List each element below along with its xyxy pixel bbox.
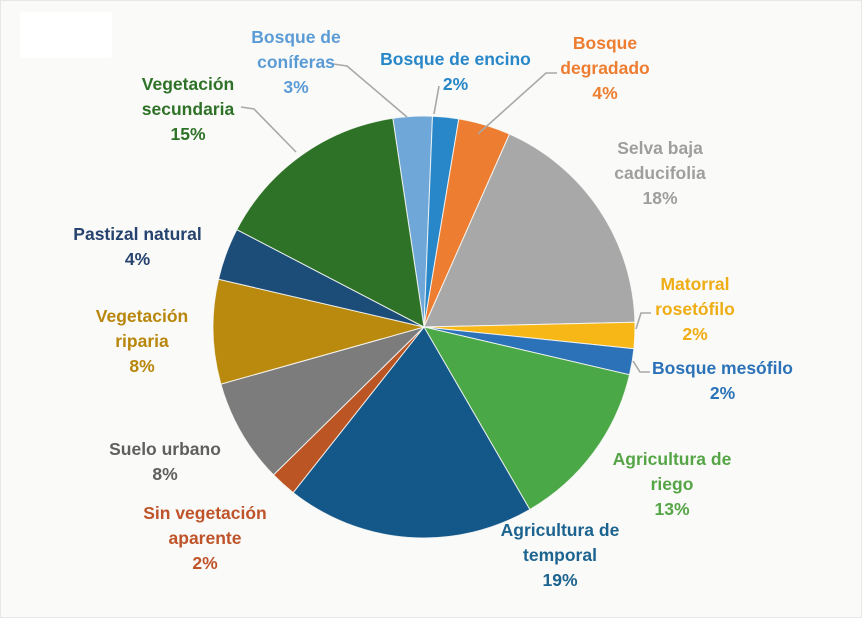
slice-label-bosque-mes-filo: Bosque mesófilo 2%: [630, 356, 815, 406]
slice-label-text: Bosque de encino: [380, 49, 531, 69]
slice-label-agricultura-de-temporal: Agricultura de temporal 19%: [484, 518, 636, 593]
slice-label-bosque-de-encino: Bosque de encino 2%: [368, 47, 543, 97]
leader-line: [635, 312, 651, 330]
slice-label-text: Agricultura de temporal: [500, 520, 620, 565]
slice-label-agricultura-de-riego: Agricultura de riego 13%: [596, 447, 748, 522]
leader-line: [433, 85, 440, 115]
slice-label-pct: 2%: [709, 383, 736, 403]
pie-slice-agricultura-de-riego: [422, 326, 631, 511]
slice-label-sin-vegetaci-n-aparente: Sin vegetación aparente 2%: [131, 501, 279, 576]
slice-label-pct: 18%: [642, 188, 678, 208]
pie-slice-vegetaci-n-riparia: [212, 278, 425, 385]
pie-slice-vegetaci-n-secundaria: [236, 117, 425, 328]
slice-label-suelo-urbano: Suelo urbano 8%: [90, 437, 240, 487]
slice-label-text: Vegetación secundaria: [141, 74, 235, 119]
slice-label-text: Vegetación riparia: [95, 306, 189, 351]
slice-label-pastizal-natural: Pastizal natural 4%: [55, 222, 220, 272]
slice-label-pct: 3%: [283, 77, 309, 97]
slice-label-text: Agricultura de riego: [612, 449, 732, 494]
slice-label-pct: 4%: [592, 83, 618, 103]
slice-label-pct: 2%: [682, 324, 708, 344]
slice-label-pct: 15%: [170, 124, 206, 144]
pie-slice-suelo-urbano: [220, 326, 425, 476]
slice-label-text: Bosque de coníferas: [251, 27, 341, 72]
slice-label-text: Selva baja caducifolia: [614, 138, 706, 183]
slice-label-pct: 8%: [152, 464, 178, 484]
slice-label-vegetaci-n-secundaria: Vegetación secundaria 15%: [130, 72, 246, 147]
pie-slice-selva-baja-caducifolia: [423, 133, 636, 328]
leader-line: [632, 360, 650, 373]
slice-label-text: Pastizal natural: [73, 224, 202, 244]
leader-line: [477, 72, 557, 135]
slice-label-pct: 13%: [654, 499, 690, 519]
slice-label-pct: 8%: [129, 356, 155, 376]
slice-label-text: Suelo urbano: [109, 439, 221, 459]
pie-slice-agricultura-de-temporal: [292, 326, 531, 539]
slice-label-vegetaci-n-riparia: Vegetación riparia 8%: [86, 304, 198, 379]
slice-label-text: Bosque mesófilo: [652, 358, 793, 378]
slice-label-pct: 4%: [124, 249, 151, 269]
slice-label-pct: 2%: [192, 553, 218, 573]
leader-line: [240, 106, 297, 153]
slice-label-pct: 2%: [442, 74, 469, 94]
slice-label-pct: 19%: [542, 570, 578, 590]
leader-line: [332, 63, 408, 118]
slice-label-text: Bosque degradado: [560, 33, 650, 78]
slice-label-selva-baja-caducifolia: Selva baja caducifolia 18%: [600, 136, 720, 211]
slice-label-bosque-degradado: Bosque degradado 4%: [549, 31, 661, 106]
slice-label-matorral-roset-filo: Matorral rosetófilo 2%: [639, 272, 751, 347]
slice-label-text: Matorral rosetófilo: [655, 274, 735, 319]
watermark-patch: [20, 12, 112, 58]
slice-label-text: Sin vegetación aparente: [143, 503, 267, 548]
slice-label-bosque-de-con-feras: Bosque de coníferas 3%: [231, 25, 361, 100]
